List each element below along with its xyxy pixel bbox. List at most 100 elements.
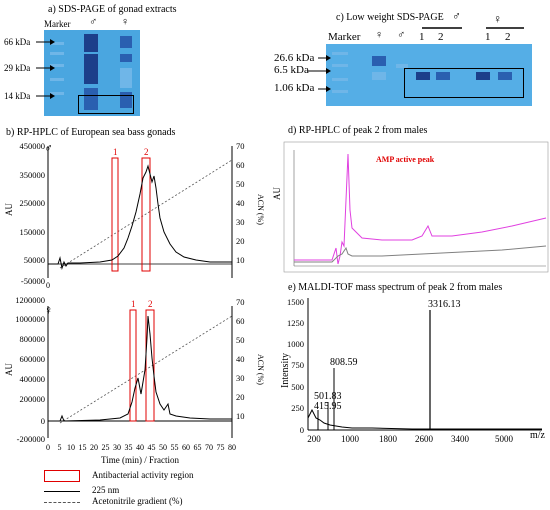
marker-14-label: 14 kDa (4, 91, 31, 101)
svg-text:60: 60 (182, 443, 190, 452)
marker-66-label: 66 kDa (4, 37, 31, 47)
panel-d-magenta-trace (294, 153, 547, 265)
panel-e-ytick: 1250 (287, 318, 304, 328)
panel-b-xlabel: Time (min) / Fraction (101, 455, 179, 465)
female-y2tick: 70 (236, 297, 245, 307)
svg-text:75: 75 (217, 443, 225, 452)
svg-text:20: 20 (90, 443, 98, 452)
male-ytick: 350000 (20, 170, 46, 180)
female-ytick: 0 (41, 416, 45, 426)
male-region-2-label: 2 (144, 147, 149, 157)
female-y2tick: 10 (236, 411, 245, 421)
male-y2tick: 70 (236, 141, 245, 151)
female-y2label: ACN (%) (256, 354, 265, 385)
panel-e-ytick: 0 (300, 425, 304, 435)
male-ylabel: AU (4, 203, 14, 216)
peak-501-label: 501.83 (314, 391, 342, 402)
female-y2tick: 60 (236, 316, 245, 326)
gel-a-highlight-box (78, 95, 134, 114)
panel-c-lane-1b: 1 (485, 31, 491, 43)
panel-e-xtick: 5000 (495, 434, 514, 444)
female-y2tick: 30 (236, 373, 245, 383)
lane-label-male: ♂ (89, 16, 98, 28)
panel-c-male-symbol: ♂ (452, 9, 461, 23)
legend-gradient-label: Acetonitrile gradient (%) (92, 496, 183, 506)
panel-e-xlabel: m/z (530, 430, 546, 441)
male-xtick: 0 (46, 281, 50, 290)
svg-text:25: 25 (102, 443, 110, 452)
male-gradient-line (59, 159, 233, 269)
male-trace (48, 164, 232, 270)
marker-106-label: 1.06 kDa (274, 82, 315, 94)
male-region-2 (141, 157, 151, 272)
female-ytick: 200000 (20, 394, 46, 404)
legend-225-label: 225 nm (92, 485, 120, 495)
female-ytick: 400000 (20, 374, 46, 384)
svg-text:65: 65 (194, 443, 202, 452)
panel-c-female-symbol: ♀ (493, 12, 502, 26)
svg-text:50: 50 (159, 443, 167, 452)
female-ytick: -200000 (17, 434, 45, 444)
female-region-2 (145, 309, 155, 422)
panel-e-ytick: 1500 (287, 297, 304, 307)
female-y2tick: 40 (236, 354, 245, 364)
male-ytick: 150000 (20, 227, 46, 237)
panel-e-ytick: 1000 (287, 339, 304, 349)
female-xticks: 0 5 10 15 20 25 30 35 40 45 50 55 60 65 … (46, 443, 236, 452)
legend-region-label: Antibacterial activity region (92, 470, 194, 480)
panel-c-lane-2a: 2 (438, 31, 444, 43)
panel-c-caption: c) Low weight SDS-PAGE (336, 12, 444, 23)
panel-e-ylabel: Intensity (280, 353, 291, 388)
lane-label-marker: Marker (44, 19, 71, 29)
legend-swatch-225 (44, 491, 80, 492)
female-region-2-label: 2 (148, 299, 153, 309)
panel-e-xtick: 1800 (379, 434, 398, 444)
marker-29-label: 29 kDa (4, 63, 31, 73)
svg-text:0: 0 (46, 443, 50, 452)
gel-c-arrows (308, 55, 331, 92)
female-ytick: 800000 (20, 334, 46, 344)
svg-text:80: 80 (228, 443, 236, 452)
svg-text:15: 15 (79, 443, 87, 452)
panel-e-xtick: 200 (307, 434, 321, 444)
panel-c-lane-2b: 2 (505, 31, 511, 43)
panel-b-caption: b) RP-HPLC of European sea bass gonads (6, 127, 176, 138)
panel-e-caption: e) MALDI-TOF mass spectrum of peak 2 fro… (288, 282, 503, 293)
svg-text:55: 55 (171, 443, 179, 452)
marker-266-label: 26.6 kDa (274, 52, 315, 64)
male-y2tick: 40 (236, 198, 245, 208)
marker-65-label: 6.5 kDa (274, 64, 309, 76)
female-region-1-label: 1 (131, 299, 136, 309)
male-y2tick: 50 (236, 179, 245, 189)
panel-e-ytick: 750 (291, 360, 304, 370)
male-region-1-label: 1 (113, 147, 118, 157)
male-ytick: 450000 (20, 141, 46, 151)
female-ylabel: AU (4, 363, 14, 376)
gel-a-arrows (36, 39, 55, 99)
panel-e-baseline (307, 408, 542, 430)
svg-text:45: 45 (148, 443, 156, 452)
panel-e-xtick: 3400 (451, 434, 470, 444)
svg-text:5: 5 (58, 443, 62, 452)
female-ytick: 600000 (20, 354, 46, 364)
panel-c-lane-marker: Marker (328, 31, 361, 43)
panel-c-lane-female: ♀ (375, 29, 384, 41)
panel-e-ytick: 250 (291, 403, 304, 413)
peak-415-label: 415.95 (314, 401, 342, 412)
panel-d-annotation: AMP active peak (376, 155, 435, 164)
svg-text:30: 30 (113, 443, 121, 452)
gel-c-highlight-box (404, 68, 524, 98)
male-ytick: 50000 (24, 255, 45, 265)
svg-text:70: 70 (205, 443, 213, 452)
male-y2tick: 20 (236, 236, 245, 246)
male-y2label: ACN (%) (256, 194, 265, 225)
male-ytick: 250000 (20, 198, 46, 208)
female-y2tick: 20 (236, 392, 245, 402)
male-y2tick: 30 (236, 217, 245, 227)
panel-d-caption: d) RP-HPLC of peak 2 from males (288, 125, 428, 136)
male-y2tick: 10 (236, 255, 245, 265)
panel-e-chart: 1500 1250 1000 750 500 250 0 Intensity 2… (280, 297, 546, 444)
legend-swatch-gradient (44, 502, 80, 503)
svg-text:40: 40 (136, 443, 144, 452)
gel-c (326, 44, 532, 106)
